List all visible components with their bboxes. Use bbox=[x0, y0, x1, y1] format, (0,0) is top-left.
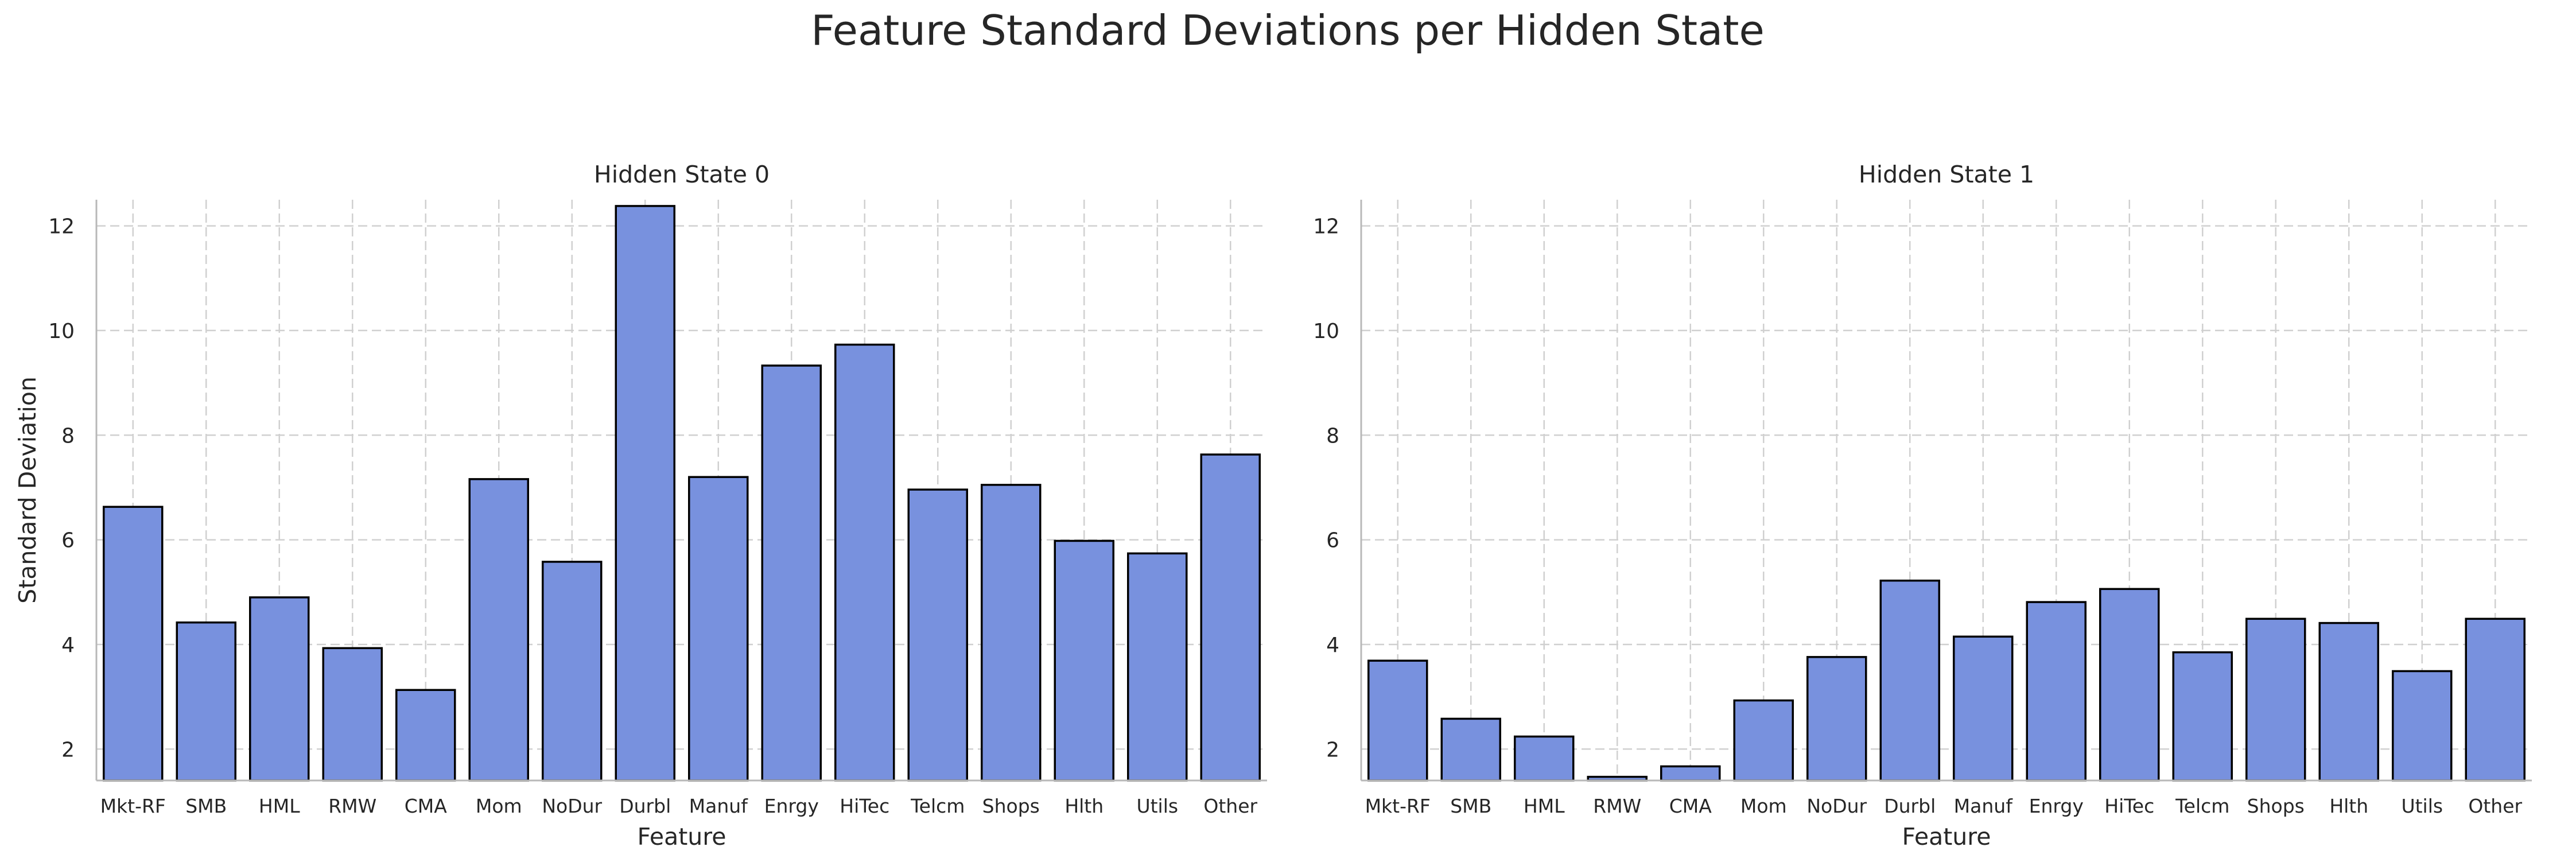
x-tick-label: Hlth bbox=[2329, 795, 2368, 817]
bar-RMW bbox=[322, 647, 383, 782]
x-tick-label: Telcm bbox=[2175, 795, 2229, 817]
x-tick-label: Other bbox=[1203, 795, 1257, 817]
x-tick-label: Durbl bbox=[619, 795, 671, 817]
y-tick-label: 8 bbox=[1326, 424, 1339, 448]
bar-Other bbox=[1200, 453, 1261, 782]
y-tick-label: 4 bbox=[1326, 634, 1339, 657]
bar-Durbl bbox=[615, 205, 675, 782]
x-axis-label: Feature bbox=[638, 823, 726, 851]
bar-Shops bbox=[981, 484, 1042, 782]
x-tick-label: Mkt-RF bbox=[100, 795, 166, 817]
bar-Mkt-RF bbox=[1367, 659, 1428, 782]
y-tick-label: 8 bbox=[61, 424, 75, 448]
x-tick-label: Utils bbox=[1136, 795, 1178, 817]
chart-panels: 2 4 6 8 10 12 Mkt-RF SMB HML RMW CMA Mom NoDur Durbl M… bbox=[14, 161, 2532, 851]
bar-Telcm bbox=[2172, 651, 2233, 782]
bar-SMB bbox=[1440, 717, 1501, 782]
bar-Other bbox=[2465, 618, 2526, 782]
panel-title: Hidden State 0 bbox=[594, 161, 770, 188]
figure-title: Feature Standard Deviations per Hidden S… bbox=[811, 6, 1765, 55]
bar-Mom bbox=[468, 478, 529, 782]
bar-HML bbox=[1514, 735, 1575, 782]
y-tick-label: 2 bbox=[1326, 738, 1339, 762]
x-tick-label: NoDur bbox=[542, 795, 602, 817]
x-tick-label: NoDur bbox=[1806, 795, 1867, 817]
bar-Hlth bbox=[2318, 622, 2379, 782]
y-tick-label: 4 bbox=[61, 634, 75, 657]
bar-HML bbox=[249, 596, 310, 782]
x-tick-label: Shops bbox=[2247, 795, 2305, 817]
bar-Manuf bbox=[688, 476, 749, 782]
x-tick-label: Mkt-RF bbox=[1365, 795, 1431, 817]
bar-SMB bbox=[176, 621, 236, 782]
bar-NoDur bbox=[542, 561, 603, 782]
y-tick-label: 6 bbox=[1326, 529, 1339, 553]
y-tick-label: 10 bbox=[48, 320, 75, 343]
x-tick-label: Manuf bbox=[1954, 795, 2014, 817]
bar-HiTec bbox=[2099, 588, 2160, 782]
bar-Utils bbox=[1127, 552, 1188, 782]
bar-HiTec bbox=[834, 343, 895, 782]
bar-NoDur bbox=[1806, 656, 1867, 782]
bar-CMA bbox=[395, 689, 456, 782]
x-axis-label: Feature bbox=[1902, 823, 1991, 851]
x-tick-label: Enrgy bbox=[2029, 795, 2084, 817]
bar-CMA bbox=[1660, 765, 1721, 782]
x-tick-label: Shops bbox=[982, 795, 1040, 817]
x-tick-label: HiTec bbox=[2104, 795, 2154, 817]
x-tick-label: HiTec bbox=[840, 795, 889, 817]
x-tick-label: SMB bbox=[1450, 795, 1491, 817]
x-tick-label: SMB bbox=[185, 795, 227, 817]
y-axis-label: Standard Deviation bbox=[14, 376, 41, 604]
x-tick-label: Manuf bbox=[689, 795, 749, 817]
bar-Mom bbox=[1733, 699, 1794, 782]
bar-Shops bbox=[2245, 618, 2306, 782]
y-tick-label: 10 bbox=[1313, 320, 1339, 343]
panel-title: Hidden State 1 bbox=[1859, 161, 2034, 188]
x-tick-label: Hlth bbox=[1064, 795, 1104, 817]
bar-Enrgy bbox=[761, 364, 822, 782]
y-tick-label: 12 bbox=[48, 215, 75, 239]
x-tick-label: RMW bbox=[1593, 795, 1641, 817]
x-tick-label: Enrgy bbox=[764, 795, 819, 817]
y-tick-label: 12 bbox=[1313, 215, 1339, 239]
chart-panel-0: 2 4 6 8 10 12 Mkt-RF SMB HML RMW CMA Mom NoDur Durbl M… bbox=[14, 161, 1267, 851]
x-tick-label: Other bbox=[2468, 795, 2522, 817]
x-tick-label: CMA bbox=[1669, 795, 1712, 817]
bar-Utils bbox=[2392, 670, 2453, 782]
bar-Manuf bbox=[1953, 635, 2014, 782]
bar-Durbl bbox=[1879, 579, 1940, 782]
bar-Mkt-RF bbox=[103, 506, 164, 782]
x-tick-label: Utils bbox=[2401, 795, 2443, 817]
x-tick-label: HML bbox=[259, 795, 300, 817]
bar-Telcm bbox=[907, 488, 968, 782]
bar-Hlth bbox=[1054, 539, 1114, 782]
x-tick-label: HML bbox=[1524, 795, 1565, 817]
x-tick-label: CMA bbox=[405, 795, 448, 817]
chart-panel-1: 2 4 6 8 10 12 Mkt-RF SMB HML RMW CMA Mom NoDur Durbl M… bbox=[1313, 161, 2532, 851]
y-tick-label: 2 bbox=[61, 738, 75, 762]
x-tick-label: Mom bbox=[1740, 795, 1787, 817]
x-tick-label: Durbl bbox=[1884, 795, 1936, 817]
x-tick-label: RMW bbox=[328, 795, 376, 817]
x-tick-label: Mom bbox=[476, 795, 522, 817]
bar-Enrgy bbox=[2026, 601, 2087, 782]
x-tick-label: Telcm bbox=[910, 795, 965, 817]
y-tick-label: 6 bbox=[61, 529, 75, 553]
